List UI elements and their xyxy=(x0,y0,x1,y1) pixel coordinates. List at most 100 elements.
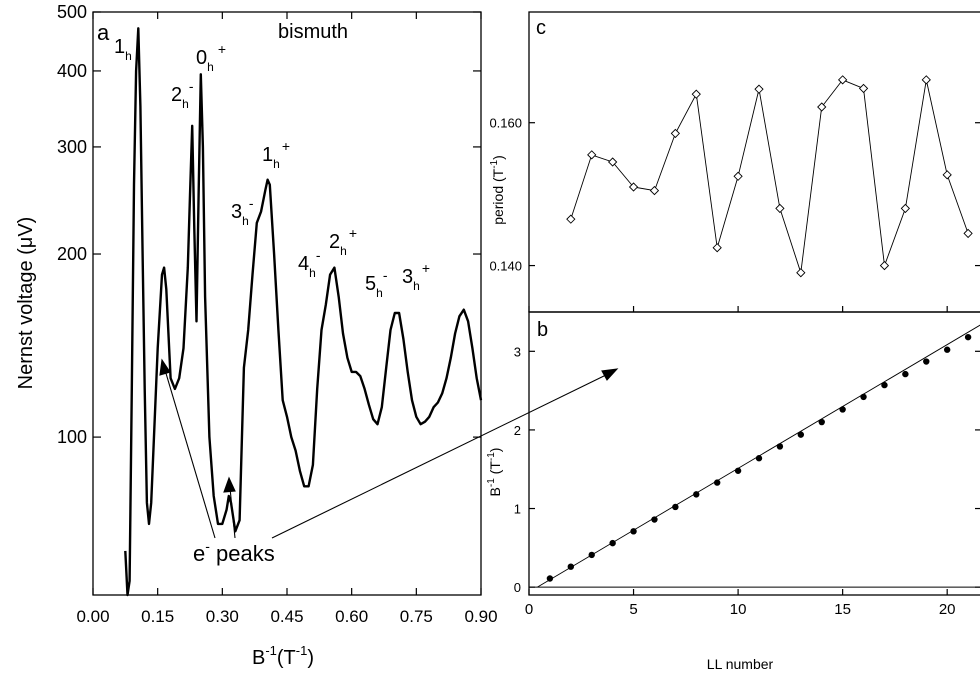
period-point xyxy=(879,260,890,271)
panel-b-ylabel: B-1 (T-1) xyxy=(486,448,503,497)
panel-a-x-tick-label: 0.90 xyxy=(464,607,497,626)
period-point xyxy=(566,214,576,224)
period-point xyxy=(817,102,827,112)
panel-b-x-ticks: 0 5 10 15 20 xyxy=(525,589,956,618)
panel-a-x-tick-label: 0.15 xyxy=(141,607,174,626)
nernst-voltage-curve xyxy=(124,27,483,597)
panel-c-y-tick-label: 0.140 xyxy=(489,259,522,274)
period-point xyxy=(587,150,597,160)
period-point xyxy=(963,228,973,239)
peak-label-2h-plus: 2h+ xyxy=(329,225,357,258)
period-point xyxy=(691,89,701,99)
panel-a-y-tick-label: 300 xyxy=(57,137,87,157)
panel-a-x-tick-label: 0.75 xyxy=(400,607,433,626)
period-point xyxy=(670,128,681,139)
ll-point xyxy=(630,528,637,535)
ll-point xyxy=(964,333,972,341)
period-series-line xyxy=(570,79,969,273)
ll-point xyxy=(588,551,595,559)
panel-a-y-tick-label: 400 xyxy=(57,61,87,81)
ll-point xyxy=(734,467,742,474)
period-series-markers xyxy=(566,75,973,278)
panel-b-letter: b xyxy=(537,319,548,341)
period-point xyxy=(858,83,869,94)
ll-point xyxy=(923,358,930,365)
arrow-3 xyxy=(271,373,609,539)
panel-b-x-tick-label: 5 xyxy=(629,601,637,618)
ll-point xyxy=(943,346,951,353)
panel-b-x-tick-label: 0 xyxy=(525,601,533,618)
panel-b: 0 1 2 3 0 5 10 15 20 b B-1 (T-1) LL number xyxy=(486,311,980,672)
panel-b-y-tick-label: 1 xyxy=(514,502,521,517)
period-point xyxy=(900,203,911,214)
period-point xyxy=(733,171,743,181)
panel-a-title: bismuth xyxy=(278,21,348,43)
panel-a-x-tick-label: 0.00 xyxy=(76,607,109,626)
ll-point xyxy=(839,406,846,413)
period-point xyxy=(942,170,952,180)
electron-peak-arrows xyxy=(159,358,619,539)
arrowhead-2 xyxy=(223,476,236,493)
ll-point xyxy=(902,370,909,378)
period-point xyxy=(649,185,660,196)
panel-c: 0.140 0.160 c period (T-1) xyxy=(489,11,980,313)
period-point xyxy=(628,182,639,192)
arrowhead-1 xyxy=(159,358,171,376)
peak-label-3h-minus: 3h- xyxy=(231,195,254,228)
period-point xyxy=(607,157,618,167)
arrow-1 xyxy=(164,369,216,539)
ll-point xyxy=(797,431,805,438)
panel-b-y-tick-label: 0 xyxy=(514,580,521,595)
panel-b-y-tick-label: 3 xyxy=(514,344,521,359)
ll-point xyxy=(672,503,679,511)
ll-point xyxy=(755,455,763,462)
linear-fit-line xyxy=(537,324,980,588)
panel-b-x-tick-label: 20 xyxy=(939,601,956,618)
panel-a-xlabel: B-1(T-1) xyxy=(252,643,314,669)
ll-point xyxy=(776,443,784,450)
ll-point xyxy=(693,491,700,498)
panel-a-ylabel: Nernst voltage (μV) xyxy=(15,217,37,390)
ll-point xyxy=(609,539,616,547)
ll-point xyxy=(567,563,575,570)
period-point xyxy=(775,203,785,214)
panel-c-x-ticks xyxy=(528,306,948,312)
panel-b-frame xyxy=(528,311,980,596)
panel-a-y-tick-label: 500 xyxy=(57,2,87,22)
panel-c-ylabel: period (T-1) xyxy=(489,155,506,225)
ll-point xyxy=(546,575,554,582)
panel-a-x-ticks: 0.00 0.15 0.30 0.45 0.60 0.75 0.90 xyxy=(76,12,498,626)
panel-a-x-tick-label: 0.45 xyxy=(270,607,303,626)
period-point xyxy=(712,243,722,253)
period-point xyxy=(837,75,848,85)
panel-c-letter: c xyxy=(536,17,546,39)
peak-label-2h-minus: 2h- xyxy=(171,78,194,111)
period-point xyxy=(796,268,806,278)
peak-label-3h-plus: 3h+ xyxy=(402,260,430,293)
peak-label-4h-minus: 4h- xyxy=(298,247,321,280)
period-point xyxy=(754,84,764,94)
panel-a: 0.00 0.15 0.30 0.45 0.60 0.75 0.90 10020030040… xyxy=(15,2,619,669)
arrow-2 xyxy=(229,487,236,539)
ll-point xyxy=(713,479,721,486)
ll-point xyxy=(860,393,867,401)
panel-c-y-ticks: 0.140 0.160 xyxy=(489,116,980,274)
panel-a-y-tick-label: 100 xyxy=(57,427,87,447)
electron-peaks-label: e- peaks xyxy=(193,538,275,566)
period-point xyxy=(921,75,931,85)
ll-point xyxy=(651,516,658,523)
peak-label-0h-plus: 0h+ xyxy=(196,41,226,74)
panel-b-x-tick-label: 10 xyxy=(730,601,747,618)
panel-a-x-tick-label: 0.60 xyxy=(335,607,368,626)
peak-label-1h: 1h xyxy=(114,36,132,63)
ll-point xyxy=(818,418,825,426)
panel-b-xlabel: LL number xyxy=(707,656,774,672)
panel-a-y-ticks: 100 200 300 400 500 xyxy=(57,2,481,447)
panel-c-frame xyxy=(528,11,980,313)
landau-level-points xyxy=(546,333,972,582)
panel-b-y-ticks: 0 1 2 3 xyxy=(514,344,980,595)
panel-a-y-tick-label: 200 xyxy=(57,244,87,264)
peak-label-1h-plus: 1h+ xyxy=(262,138,290,171)
panel-a-x-tick-label: 0.30 xyxy=(206,607,239,626)
